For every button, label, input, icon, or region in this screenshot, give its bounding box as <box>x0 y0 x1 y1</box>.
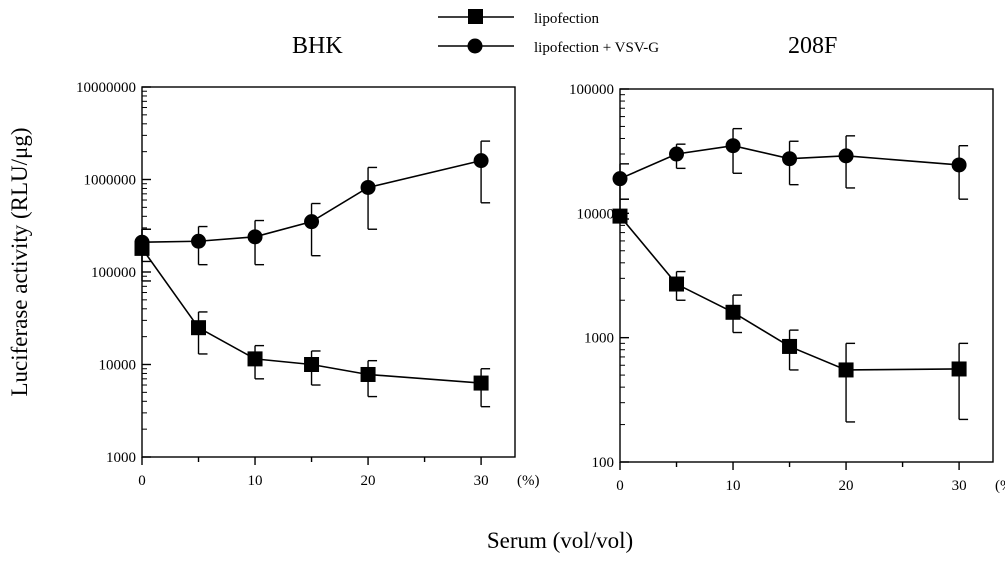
error-bar <box>958 144 969 200</box>
error-bar <box>480 140 491 204</box>
panel-title-bhk: BHK <box>292 33 343 59</box>
data-point-circle <box>134 234 150 250</box>
error-bar <box>958 342 969 421</box>
data-point-circle <box>725 138 741 154</box>
data-point-square <box>782 338 798 354</box>
y-tick-label: 100 <box>592 455 615 471</box>
data-point-circle <box>669 146 685 162</box>
data-point-circle <box>304 214 320 230</box>
data-point-square <box>951 361 967 377</box>
error-bar <box>845 342 856 423</box>
panel-title-208f: 208F <box>788 33 837 59</box>
data-point-circle <box>247 229 263 245</box>
x-tick-label: 10 <box>248 473 263 489</box>
x-tick-label: 20 <box>361 473 376 489</box>
x-unit-label: (%) <box>517 473 540 489</box>
y-tick-label: 100000 <box>569 82 614 98</box>
legend-label-lipofection: lipofection <box>534 11 599 27</box>
plot-frame <box>619 88 994 463</box>
data-point-circle <box>782 151 798 167</box>
y-tick-label: 1000000 <box>84 173 137 189</box>
data-point-square <box>612 208 628 224</box>
data-point-square <box>669 276 685 292</box>
data-point-circle <box>360 179 376 195</box>
y-tick-label: 1000 <box>106 450 136 466</box>
series-lipofection-vsv-g <box>612 127 969 200</box>
y-axis-title: Luciferase activity (RLU/μg) <box>7 127 32 396</box>
x-tick-label: 20 <box>839 478 854 494</box>
x-tick-label: 0 <box>616 478 624 494</box>
data-point-square <box>360 366 376 382</box>
data-point-circle <box>612 171 628 187</box>
data-point-square <box>191 320 207 336</box>
x-tick-label: 30 <box>952 478 967 494</box>
plot-frame <box>141 86 516 458</box>
series-lipofection-vsv-g <box>134 140 491 266</box>
data-point-square <box>473 375 489 391</box>
data-point-circle <box>473 153 489 169</box>
x-axis-title: Serum (vol/vol) <box>487 528 633 553</box>
series-line <box>619 144 960 180</box>
y-tick-label: 10000 <box>577 206 615 222</box>
data-point-square <box>838 362 854 378</box>
series-line <box>141 159 482 243</box>
x-unit-label: (%) <box>995 478 1005 494</box>
legend-circle-marker <box>467 38 483 54</box>
panel-208f: 100 1000 10000 100000 0 10 20 30 (%) <box>569 82 1005 494</box>
legend-label-lipofection-vsvg: lipofection + VSV-G <box>534 40 659 56</box>
error-bar <box>367 166 378 230</box>
y-tick-label: 10000 <box>99 358 137 374</box>
x-tick-label: 0 <box>138 473 146 489</box>
x-tick-label: 10 <box>726 478 741 494</box>
x-tick-label: 30 <box>474 473 489 489</box>
y-tick-label: 100000 <box>91 265 136 281</box>
y-tick-label: 10000000 <box>76 80 136 96</box>
series-lipofection <box>134 228 491 408</box>
legend: lipofection lipofection + VSV-G <box>438 9 659 56</box>
legend-square-marker <box>468 9 483 24</box>
data-point-circle <box>951 157 967 173</box>
data-point-square <box>725 304 741 320</box>
legend-item-lipofection-vsvg: lipofection + VSV-G <box>438 38 659 56</box>
series-lipofection <box>612 198 969 423</box>
y-tick-label: 1000 <box>584 331 614 347</box>
legend-item-lipofection: lipofection <box>438 9 599 27</box>
data-point-circle <box>838 148 854 164</box>
series-line <box>141 247 482 384</box>
data-point-square <box>304 357 320 372</box>
series-line <box>619 215 960 371</box>
panel-bhk: 1000 10000 100000 1000000 10000000 0 10 20 30 (%) <box>76 80 540 489</box>
error-bar <box>310 202 321 257</box>
data-point-square <box>247 351 263 367</box>
data-point-circle <box>191 233 207 249</box>
